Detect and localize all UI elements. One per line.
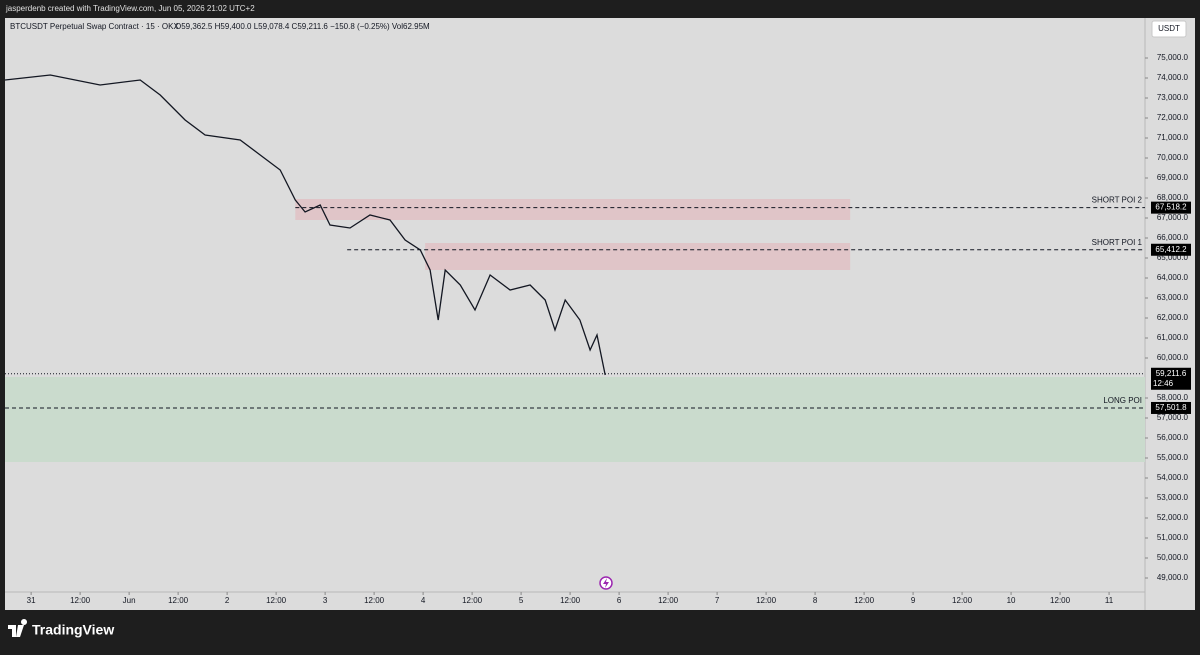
y-tick-label: 58,000.0 <box>1157 393 1189 402</box>
poi-zone <box>295 199 851 220</box>
x-tick-label: 5 <box>519 596 524 605</box>
header-text: jasperdenb created with TradingView.com,… <box>5 4 255 13</box>
poi-name: LONG POI <box>1103 396 1142 405</box>
y-tick-label: 53,000.0 <box>1157 493 1189 502</box>
y-tick-label: 63,000.0 <box>1157 293 1189 302</box>
price-tag-label: 65,412.2 <box>1155 245 1187 254</box>
x-tick-label: 12:00 <box>1050 596 1071 605</box>
countdown-label: 12:46 <box>1153 379 1174 388</box>
brand-name: TradingView <box>32 622 114 638</box>
x-tick-label: 6 <box>617 596 622 605</box>
x-tick-label: 12:00 <box>168 596 189 605</box>
x-tick-label: 10 <box>1007 596 1016 605</box>
price-tag-label: 57,501.8 <box>1155 403 1187 412</box>
y-tick-label: 64,000.0 <box>1157 273 1189 282</box>
x-tick-label: 12:00 <box>854 596 875 605</box>
x-tick-label: 11 <box>1105 596 1114 605</box>
y-tick-label: 75,000.0 <box>1157 53 1189 62</box>
poi-zone <box>5 377 1145 462</box>
currency-label: USDT <box>1158 24 1180 33</box>
poi-name: SHORT POI 2 <box>1092 196 1143 205</box>
x-tick-label: 4 <box>421 596 426 605</box>
ohlc-legend: O59,362.5 H59,400.0 L59,078.4 C59,211.6 … <box>175 22 430 31</box>
poi-name: SHORT POI 1 <box>1092 238 1143 247</box>
x-tick-label: 3 <box>323 596 328 605</box>
last-price-label: 59,211.6 <box>1156 369 1187 378</box>
y-tick-label: 49,000.0 <box>1157 573 1189 582</box>
y-tick-label: 68,000.0 <box>1157 193 1189 202</box>
y-tick-label: 61,000.0 <box>1157 333 1189 342</box>
y-tick-label: 62,000.0 <box>1157 313 1189 322</box>
y-tick-label: 60,000.0 <box>1157 353 1189 362</box>
y-tick-label: 57,000.0 <box>1157 413 1189 422</box>
price-tag <box>1151 243 1191 256</box>
x-tick-label: 9 <box>911 596 916 605</box>
y-tick-label: 55,000.0 <box>1157 453 1189 462</box>
y-tick-label: 67,000.0 <box>1157 213 1189 222</box>
y-tick-label: 50,000.0 <box>1157 553 1189 562</box>
x-tick-label: 12:00 <box>658 596 679 605</box>
y-tick-label: 74,000.0 <box>1157 73 1189 82</box>
price-tag <box>1151 401 1191 414</box>
price-tag-label: 67,518.2 <box>1155 203 1187 212</box>
event-icon-bolt <box>603 578 609 588</box>
x-tick-label: 12:00 <box>266 596 287 605</box>
y-tick-label: 56,000.0 <box>1157 433 1189 442</box>
symbol-legend: BTCUSDT Perpetual Swap Contract · 15 · O… <box>10 22 179 31</box>
x-tick-label: 2 <box>225 596 230 605</box>
poi-zone <box>425 243 851 270</box>
y-tick-label: 54,000.0 <box>1157 473 1189 482</box>
price-line <box>4 74 606 376</box>
x-tick-label: Jun <box>123 596 136 605</box>
x-tick-label: 31 <box>27 596 36 605</box>
x-tick-label: 12:00 <box>560 596 581 605</box>
x-tick-label: 7 <box>715 596 720 605</box>
y-tick-label: 69,000.0 <box>1157 173 1189 182</box>
x-tick-label: 12:00 <box>462 596 483 605</box>
x-tick-label: 12:00 <box>756 596 777 605</box>
y-tick-label: 51,000.0 <box>1157 533 1189 542</box>
x-tick-label: 12:00 <box>364 596 385 605</box>
y-tick-label: 65,000.0 <box>1157 253 1189 262</box>
y-tick-label: 71,000.0 <box>1157 133 1189 142</box>
chart-pane <box>5 18 1195 610</box>
y-tick-label: 52,000.0 <box>1157 513 1189 522</box>
y-tick-label: 72,000.0 <box>1157 113 1189 122</box>
y-tick-label: 66,000.0 <box>1157 233 1189 242</box>
x-tick-label: 8 <box>813 596 818 605</box>
brand-logo <box>8 619 28 637</box>
y-tick-label: 73,000.0 <box>1157 93 1189 102</box>
y-tick-label: 70,000.0 <box>1157 153 1189 162</box>
last-price-tag <box>1151 367 1191 390</box>
x-tick-label: 12:00 <box>70 596 91 605</box>
x-tick-label: 12:00 <box>952 596 973 605</box>
logo-mark <box>8 619 28 637</box>
price-tag <box>1151 201 1191 214</box>
currency-button[interactable] <box>1151 20 1187 38</box>
